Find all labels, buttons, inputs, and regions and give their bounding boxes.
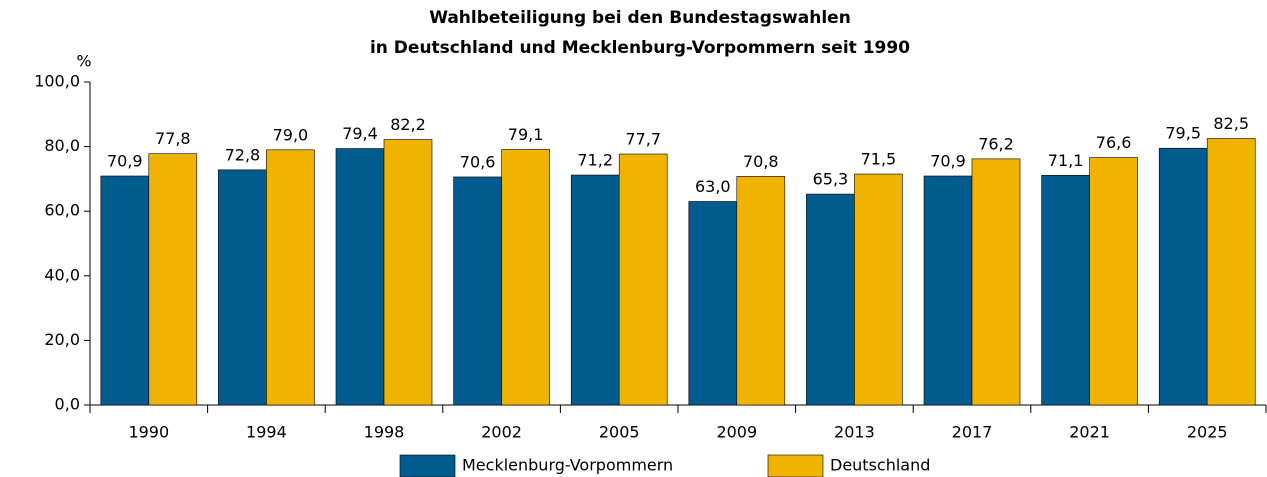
x-tick-label: 1994	[246, 423, 287, 442]
value-label: 76,6	[1096, 133, 1132, 152]
y-axis-label: %	[76, 52, 91, 71]
value-label: 70,8	[743, 152, 779, 171]
x-tick-label: 2021	[1069, 423, 1110, 442]
value-label: 71,5	[861, 150, 897, 169]
bar	[1089, 157, 1138, 406]
value-label: 79,5	[1165, 124, 1201, 143]
x-tick-label: 2025	[1187, 423, 1228, 442]
y-tick-label: 80,0	[44, 136, 80, 155]
chart-title: in Deutschland und Mecklenburg-Vorpommer…	[370, 38, 910, 58]
x-tick-label: 2002	[481, 423, 522, 442]
legend-label: Mecklenburg-Vorpommern	[462, 456, 673, 475]
value-label: 71,1	[1048, 151, 1084, 170]
bar	[618, 153, 668, 406]
value-label: 82,2	[390, 115, 426, 134]
x-tick-label: 2005	[599, 423, 640, 442]
bar	[100, 175, 150, 406]
x-tick-label: 2013	[834, 423, 875, 442]
value-label: 70,9	[930, 151, 966, 170]
bar	[1158, 147, 1208, 406]
legend-swatch	[399, 454, 456, 477]
bar	[736, 176, 786, 406]
bar	[1206, 138, 1256, 406]
y-tick-label: 0,0	[55, 395, 80, 414]
bar	[570, 174, 620, 406]
bar	[335, 148, 385, 406]
value-label: 70,9	[107, 151, 143, 170]
value-label: 72,8	[225, 145, 261, 164]
y-tick-label: 40,0	[44, 265, 80, 284]
chart-title: Wahlbeteiligung bei den Bundestagswahlen	[429, 8, 851, 28]
bar	[383, 139, 433, 406]
bar	[971, 158, 1021, 406]
y-tick-label: 20,0	[44, 330, 80, 349]
value-label: 79,0	[273, 125, 309, 144]
value-label: 79,4	[342, 124, 378, 143]
value-label: 65,3	[813, 170, 849, 189]
x-tick-label: 2017	[952, 423, 993, 442]
value-label: 77,8	[155, 129, 191, 148]
bar	[218, 169, 267, 406]
bar	[266, 149, 315, 406]
bar	[501, 149, 550, 406]
value-label: 79,1	[508, 125, 544, 144]
bar	[688, 201, 738, 406]
bar	[1041, 175, 1090, 406]
x-tick-label: 1990	[128, 423, 169, 442]
legend-label: Deutschland	[830, 456, 930, 475]
value-label: 71,2	[577, 151, 613, 170]
y-tick-label: 60,0	[44, 201, 80, 220]
value-label: 77,7	[625, 130, 661, 149]
bar	[453, 176, 502, 406]
value-label: 82,5	[1213, 114, 1249, 133]
bar	[854, 173, 903, 406]
bar	[148, 153, 198, 406]
bar	[806, 193, 855, 406]
value-label: 63,0	[695, 177, 731, 196]
bar	[923, 175, 973, 406]
x-tick-label: 1998	[364, 423, 405, 442]
legend-swatch	[767, 454, 824, 477]
y-tick-label: 100,0	[34, 72, 80, 91]
value-label: 76,2	[978, 134, 1014, 153]
value-label: 70,6	[460, 152, 496, 171]
x-tick-label: 2009	[716, 423, 757, 442]
